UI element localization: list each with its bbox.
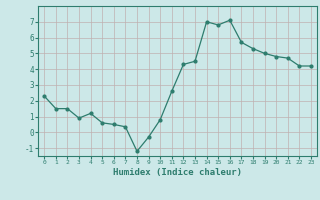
X-axis label: Humidex (Indice chaleur): Humidex (Indice chaleur) bbox=[113, 168, 242, 177]
